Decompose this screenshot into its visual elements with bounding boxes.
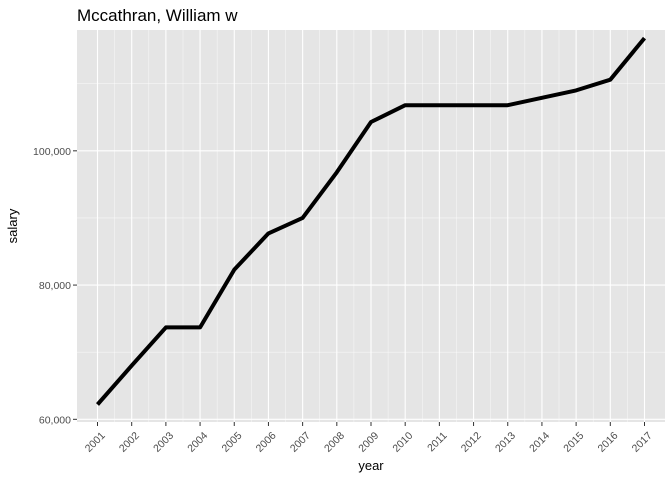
x-tick-label: 2001 [83, 430, 108, 455]
x-tick-label: 2014 [527, 430, 552, 455]
grid-major [77, 30, 665, 422]
series-line-salary [95, 36, 647, 406]
x-tick-label: 2015 [561, 430, 586, 455]
x-tick-label: 2013 [493, 430, 518, 455]
y-axis-title: salary [5, 208, 20, 243]
x-axis-title: year [358, 458, 384, 473]
x-tick-label: 2002 [117, 430, 142, 455]
x-tick-label: 2007 [288, 430, 313, 455]
x-tick-label: 2006 [254, 430, 279, 455]
x-tick-label: 2011 [425, 430, 450, 455]
x-axis: 2001 2002 2003 2004 2005 2006 2007 2008 2009 2010… [83, 422, 655, 455]
x-tick-label: 2010 [390, 430, 415, 455]
y-tick-label: 80,000 [39, 280, 71, 292]
series-layer [95, 36, 647, 406]
x-tick-label: 2008 [322, 430, 347, 455]
x-tick-label: 2009 [356, 430, 381, 455]
x-tick-label: 2012 [459, 430, 484, 455]
chart-title: Mccathran, William w [77, 6, 238, 25]
x-tick-label: 2017 [630, 430, 655, 455]
y-tick-label: 100,000 [33, 146, 71, 158]
x-tick-label: 2003 [151, 430, 176, 455]
y-tick-label: 60,000 [39, 414, 71, 426]
grid-minor [77, 30, 665, 422]
x-tick-label: 2005 [219, 430, 244, 455]
x-tick-label: 2004 [185, 430, 210, 455]
x-tick-label: 2016 [596, 430, 621, 455]
y-axis: 60,000 80,000 100,000 [33, 146, 77, 426]
